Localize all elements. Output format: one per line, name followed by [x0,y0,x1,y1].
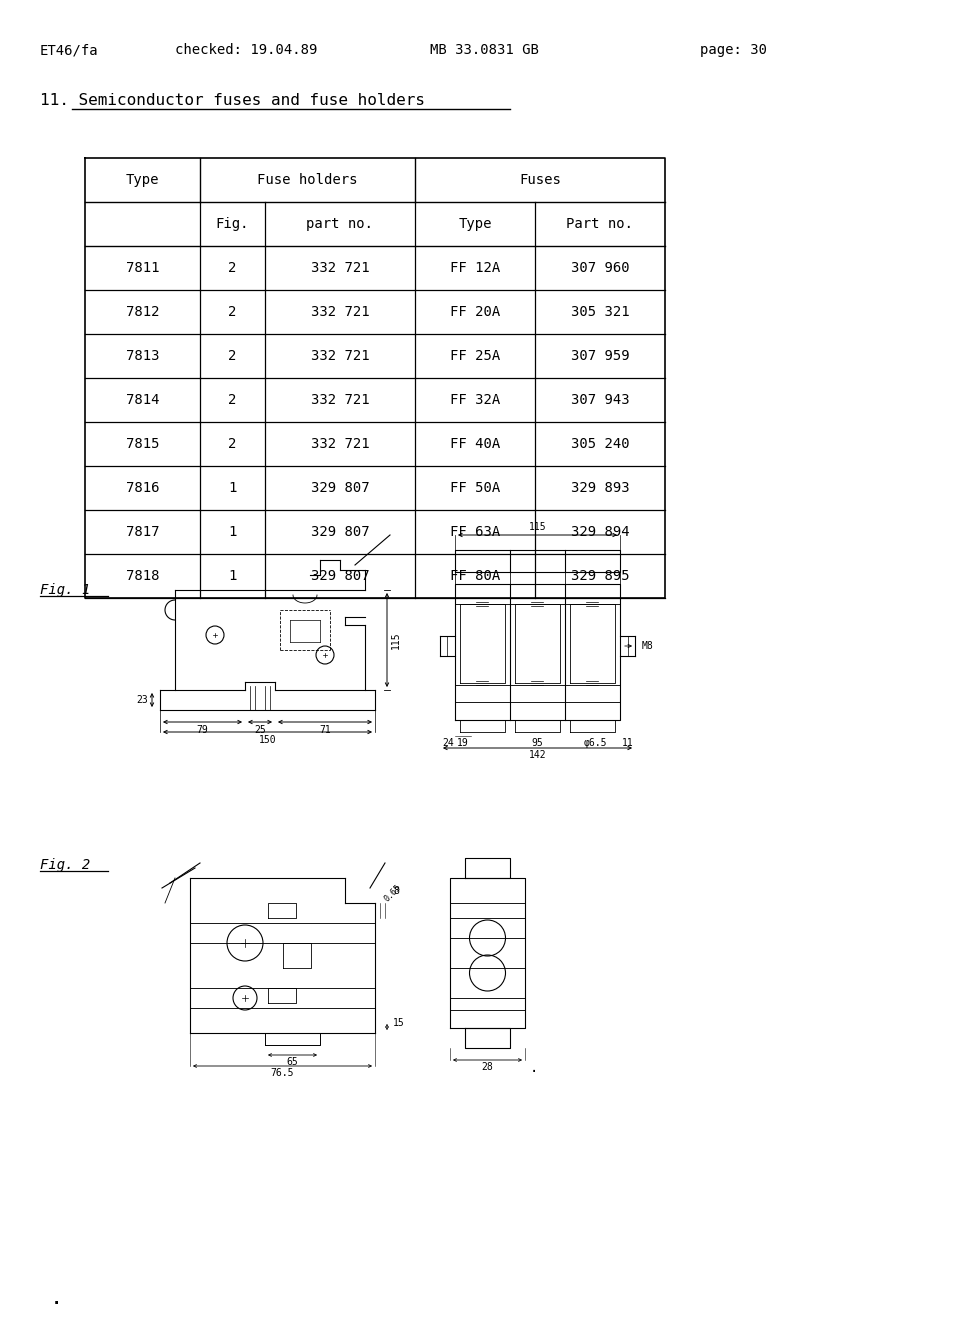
Text: 329 895: 329 895 [570,569,629,583]
Text: 7817: 7817 [126,524,159,539]
Text: 79: 79 [196,725,208,735]
Text: 329 893: 329 893 [570,480,629,495]
Text: 1: 1 [228,524,236,539]
Text: 115: 115 [528,522,546,533]
Text: 0.65: 0.65 [382,883,403,903]
Text: 332 721: 332 721 [311,349,369,363]
Text: Part no.: Part no. [566,217,633,231]
Text: 7812: 7812 [126,305,159,318]
Text: 329 807: 329 807 [311,524,369,539]
Text: Type: Type [457,217,491,231]
Text: FF 50A: FF 50A [450,480,499,495]
Text: 307 943: 307 943 [570,393,629,407]
Text: Fig. 2: Fig. 2 [40,858,91,872]
Text: 329 894: 329 894 [570,524,629,539]
Text: FF 32A: FF 32A [450,393,499,407]
Text: 115: 115 [391,632,400,649]
Text: 307 960: 307 960 [570,261,629,276]
Text: Fig.: Fig. [215,217,249,231]
Text: 7813: 7813 [126,349,159,363]
Text: 329 807: 329 807 [311,480,369,495]
Text: 25: 25 [253,725,266,735]
Text: Fig. 1: Fig. 1 [40,583,91,597]
Text: 305 240: 305 240 [570,438,629,451]
Text: FF 25A: FF 25A [450,349,499,363]
Text: M8: M8 [641,641,653,652]
Text: 332 721: 332 721 [311,261,369,276]
Text: FF 80A: FF 80A [450,569,499,583]
Text: 76.5: 76.5 [271,1068,294,1078]
Text: 11: 11 [621,739,633,748]
Text: 2: 2 [228,305,236,318]
Text: FF 40A: FF 40A [450,438,499,451]
Text: 7814: 7814 [126,393,159,407]
Text: 71: 71 [319,725,331,735]
Text: 332 721: 332 721 [311,393,369,407]
Text: 329 807: 329 807 [311,569,369,583]
Text: 8: 8 [393,886,398,895]
Text: 332 721: 332 721 [311,305,369,318]
Text: 2: 2 [228,261,236,276]
Text: checked: 19.04.89: checked: 19.04.89 [174,43,317,58]
Text: 1: 1 [228,480,236,495]
Text: 23: 23 [136,694,148,705]
Text: 65: 65 [286,1057,298,1066]
Text: 332 721: 332 721 [311,438,369,451]
Text: 7815: 7815 [126,438,159,451]
Text: FF 63A: FF 63A [450,524,499,539]
Text: 7818: 7818 [126,569,159,583]
Text: Fuse holders: Fuse holders [257,173,357,187]
Text: FF 12A: FF 12A [450,261,499,276]
Text: φ6.5: φ6.5 [582,739,606,748]
Text: 1: 1 [228,569,236,583]
Text: ET46/fa: ET46/fa [40,43,98,58]
Text: 142: 142 [528,751,546,760]
Text: 7816: 7816 [126,480,159,495]
Text: Type: Type [126,173,159,187]
Text: 15: 15 [393,1018,404,1028]
Text: 307 959: 307 959 [570,349,629,363]
Text: .: . [530,1061,537,1074]
Text: Fuses: Fuses [518,173,560,187]
Text: page: 30: page: 30 [700,43,766,58]
Text: 11. Semiconductor fuses and fuse holders: 11. Semiconductor fuses and fuse holders [40,94,424,108]
Text: 7811: 7811 [126,261,159,276]
Text: 2: 2 [228,349,236,363]
Text: .: . [50,1288,63,1309]
Text: 19: 19 [456,739,468,748]
Text: 150: 150 [258,735,276,745]
Text: 95: 95 [531,739,543,748]
Text: 28: 28 [481,1062,493,1072]
Text: MB 33.0831 GB: MB 33.0831 GB [430,43,538,58]
Text: 2: 2 [228,393,236,407]
Text: 2: 2 [228,438,236,451]
Text: 24: 24 [441,739,454,748]
Text: 305 321: 305 321 [570,305,629,318]
Text: FF 20A: FF 20A [450,305,499,318]
Text: part no.: part no. [306,217,374,231]
